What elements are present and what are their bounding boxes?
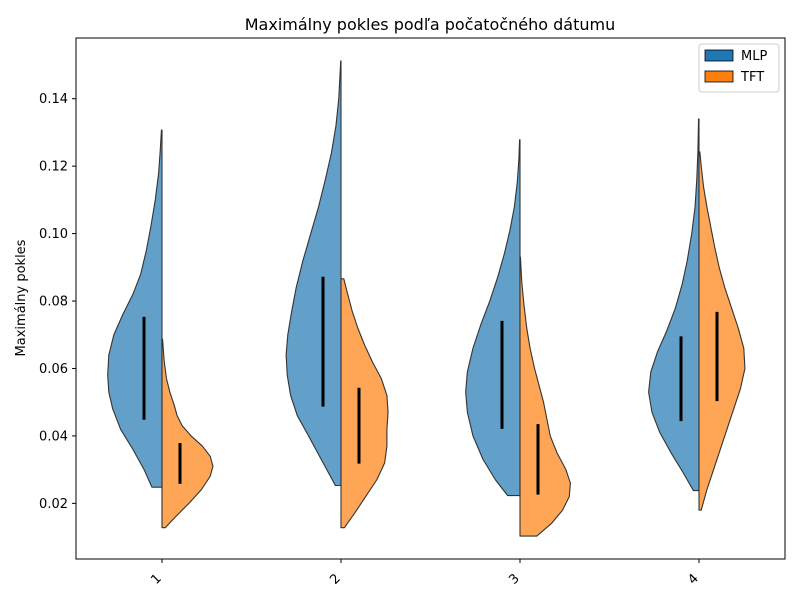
y-tick-label: 0.06 bbox=[39, 362, 68, 377]
iqr-lines-layer bbox=[142, 276, 719, 495]
violin-tft-1 bbox=[161, 338, 214, 529]
y-tick-label: 0.14 bbox=[39, 92, 68, 107]
violin-tft-4 bbox=[698, 151, 746, 511]
violins-layer bbox=[107, 60, 746, 537]
chart-title: Maximálny pokles podľa počatočného dátum… bbox=[245, 15, 615, 34]
violin-tft-2 bbox=[340, 278, 389, 529]
violin-tft-3 bbox=[519, 256, 571, 537]
legend-label-tft: TFT bbox=[740, 70, 764, 85]
violin-mlp-4 bbox=[648, 118, 700, 492]
legend-swatch-mlp bbox=[704, 49, 734, 62]
y-tick-label: 0.08 bbox=[39, 295, 68, 310]
legend: MLP TFT bbox=[698, 43, 780, 93]
y-tick-label: 0.02 bbox=[39, 497, 68, 512]
legend-swatch-tft bbox=[704, 70, 734, 83]
y-tick-label: 0.12 bbox=[39, 160, 68, 175]
violin-mlp-1 bbox=[107, 129, 163, 488]
y-tick-label: 0.10 bbox=[39, 227, 68, 242]
y-axis: 0.02 0.04 0.06 0.08 0.10 0.12 0.14 bbox=[39, 92, 76, 512]
plot-frame bbox=[75, 37, 786, 560]
legend-label-mlp: MLP bbox=[741, 49, 767, 64]
violin-mlp-3 bbox=[465, 139, 521, 497]
y-tick-label: 0.04 bbox=[39, 429, 68, 444]
violin-mlp-2 bbox=[285, 60, 342, 487]
y-axis-label: Maximálny pokles bbox=[14, 239, 29, 356]
